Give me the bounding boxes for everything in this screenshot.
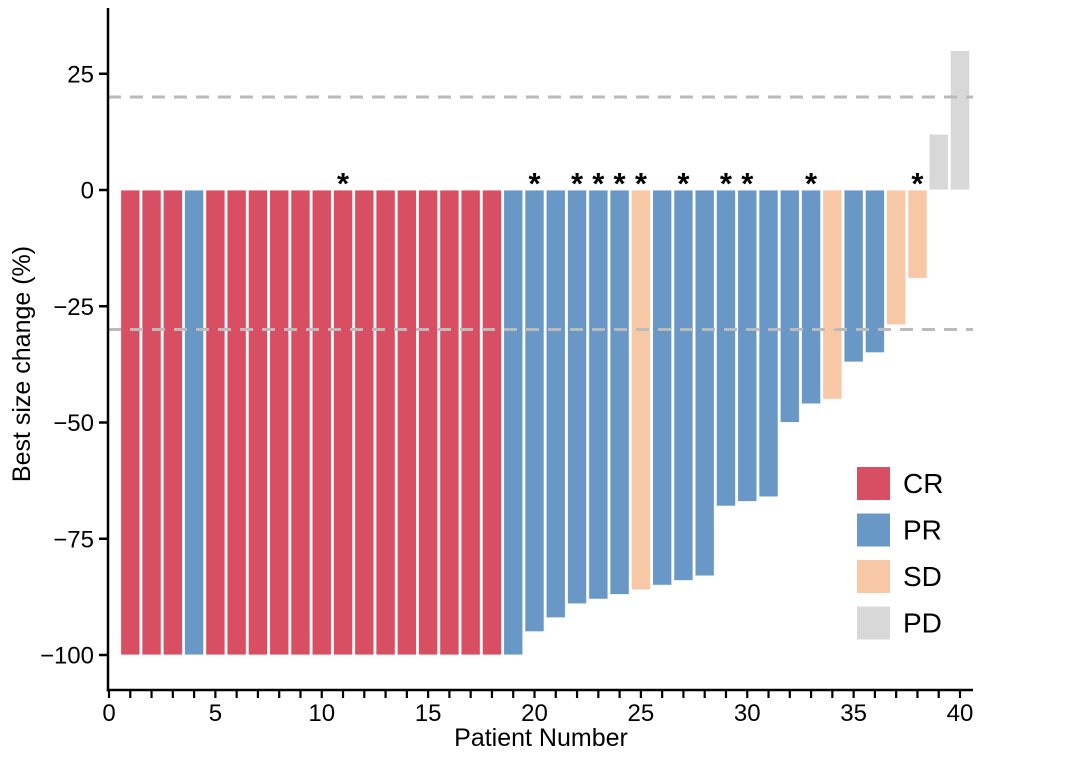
significance-asterisk-patient-22: *: [571, 166, 584, 201]
significance-asterisk-patient-25: *: [635, 166, 648, 201]
legend-swatch-sd: [857, 560, 890, 593]
bar-patient-7: [247, 189, 269, 656]
legend-label-cr: CR: [903, 468, 943, 499]
bar-patient-34: [822, 189, 843, 400]
bar-patient-15: [417, 189, 439, 656]
bar-patient-22: [566, 189, 588, 605]
bar-patient-1: [120, 189, 141, 656]
x-tick-label-5: 5: [209, 700, 222, 727]
significance-asterisk-patient-38: *: [911, 166, 924, 201]
bar-patient-18: [481, 189, 503, 656]
x-tick-label-15: 15: [415, 700, 442, 727]
significance-asterisk-patient-24: *: [614, 166, 627, 201]
significance-asterisk-patient-33: *: [805, 166, 818, 201]
bar-patient-3: [162, 189, 183, 656]
x-tick-label-40: 40: [947, 700, 974, 727]
bar-patient-38: [907, 189, 928, 279]
bar-patient-6: [226, 189, 247, 656]
y-tick-label--50: −50: [53, 410, 94, 437]
bar-patient-35: [843, 189, 864, 363]
x-tick-label-0: 0: [102, 700, 115, 727]
bar-patient-28: [694, 189, 715, 577]
bar-patient-10: [311, 189, 332, 656]
bar-patient-40: [949, 50, 971, 191]
significance-asterisk-patient-11: *: [337, 166, 350, 201]
y-tick-label--75: −75: [53, 526, 94, 553]
bar-patient-5: [205, 189, 226, 656]
bar-patient-9: [290, 189, 311, 656]
bar-patient-36: [864, 189, 886, 354]
significance-asterisk-patient-30: *: [741, 166, 754, 201]
y-tick-label-0: 0: [81, 178, 94, 205]
bar-patient-25: [630, 189, 652, 591]
legend-label-sd: SD: [903, 561, 942, 592]
significance-asterisk-patient-20: *: [528, 166, 541, 201]
bar-patient-20: [524, 189, 545, 633]
bar-patient-21: [545, 189, 566, 619]
significance-asterisk-patient-23: *: [592, 166, 605, 201]
bar-patient-37: [886, 189, 907, 326]
bar-patient-11: [332, 189, 354, 656]
bar-patient-31: [758, 189, 779, 498]
bar-patient-16: [439, 189, 460, 656]
bar-patient-33: [800, 189, 822, 405]
x-tick-label-25: 25: [628, 700, 655, 727]
bar-patient-14: [396, 189, 418, 656]
bar-patient-8: [269, 189, 290, 656]
legend-swatch-pd: [857, 606, 890, 640]
x-tick-label-30: 30: [734, 700, 761, 727]
bar-patient-23: [588, 189, 609, 600]
y-tick-label--25: −25: [53, 294, 94, 321]
significance-asterisk-patient-27: *: [677, 166, 690, 201]
x-tick-label-35: 35: [840, 700, 867, 727]
y-axis-title: Best size change (%): [8, 246, 36, 482]
bar-patient-4: [183, 189, 205, 656]
y-tick-label--100: −100: [40, 643, 94, 670]
bar-patient-17: [460, 189, 481, 656]
legend-swatch-cr: [857, 467, 890, 500]
bar-patient-24: [609, 189, 630, 596]
bar-patient-29: [715, 189, 737, 507]
bar-patient-26: [652, 189, 673, 586]
bar-patient-39: [928, 133, 949, 191]
bar-patient-27: [673, 189, 694, 582]
bar-patient-2: [141, 189, 162, 656]
bar-patient-13: [375, 189, 396, 656]
bar-patient-19: [503, 189, 524, 656]
significance-asterisk-patient-29: *: [720, 166, 733, 201]
y-tick-label-25: 25: [67, 61, 94, 88]
x-tick-label-20: 20: [521, 700, 548, 727]
legend-label-pd: PD: [903, 608, 942, 639]
bar-patient-12: [354, 189, 375, 656]
legend-label-pr: PR: [903, 515, 942, 546]
bar-patient-32: [779, 189, 800, 423]
x-axis-title: Patient Number: [454, 724, 628, 752]
legend-swatch-pr: [857, 513, 890, 547]
x-tick-label-10: 10: [308, 700, 335, 727]
bar-patient-30: [737, 189, 758, 503]
